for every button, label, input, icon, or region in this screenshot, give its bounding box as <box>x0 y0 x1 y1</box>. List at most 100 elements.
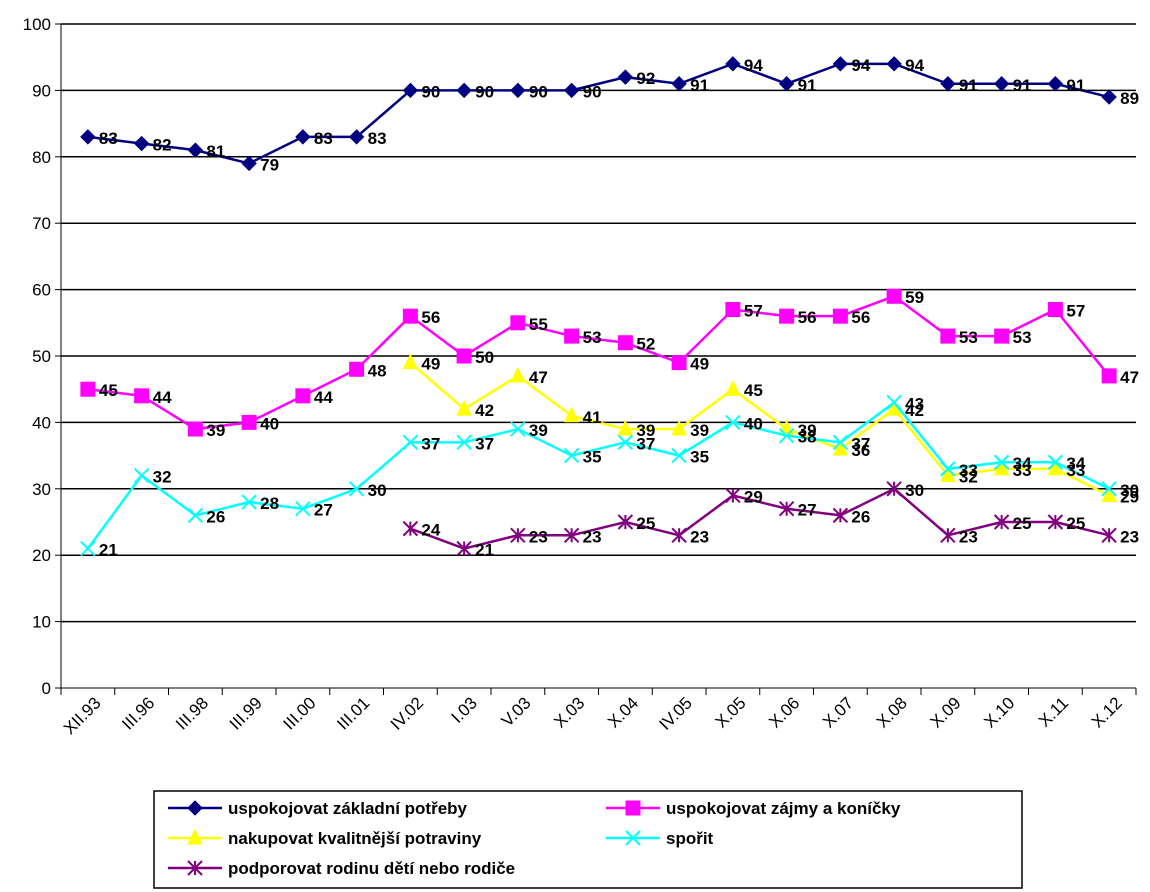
x-tick-label: X.08 <box>873 693 911 731</box>
y-tick-label: 20 <box>32 546 51 565</box>
x-tick-label: I.03 <box>447 693 480 726</box>
data-label: 25 <box>636 514 655 533</box>
x-marker <box>1047 454 1064 470</box>
star-marker <box>725 487 741 504</box>
square-marker <box>349 361 365 377</box>
data-label: 35 <box>583 448 602 467</box>
data-label: 56 <box>798 308 817 327</box>
square-marker <box>671 355 687 371</box>
data-label: 35 <box>690 448 709 467</box>
square-marker <box>187 421 203 437</box>
series-line <box>87 294 1111 431</box>
x-tick-label: IV.02 <box>387 693 427 733</box>
y-tick-label: 40 <box>32 413 51 432</box>
x-marker <box>133 467 150 484</box>
x-tick-label: IV.05 <box>656 693 696 733</box>
diamond-marker <box>617 69 634 85</box>
x-tick-label: III.98 <box>172 693 212 733</box>
data-label: 32 <box>959 468 978 487</box>
data-label: 40 <box>260 414 279 433</box>
series-4 <box>80 394 1117 557</box>
legend-item: nakupovat kvalitnější potraviny <box>168 828 482 848</box>
x-tick-label: III.01 <box>333 693 373 733</box>
triangle-marker <box>671 419 687 436</box>
x-marker <box>563 447 580 464</box>
data-label: 90 <box>475 82 494 101</box>
square-marker <box>725 302 741 318</box>
star-marker <box>940 527 956 543</box>
x-marker <box>725 414 741 431</box>
diamond-marker <box>1047 76 1064 92</box>
y-tick-label: 100 <box>23 15 51 34</box>
data-label: 91 <box>959 76 978 95</box>
data-label: 24 <box>421 521 440 540</box>
x-marker <box>187 507 204 524</box>
star-marker <box>402 520 419 537</box>
data-label: 59 <box>905 288 924 307</box>
x-marker <box>1101 481 1117 497</box>
diamond-marker <box>133 135 150 152</box>
legend-label: podporovat rodinu dětí nebo rodiče <box>228 859 515 878</box>
square-marker <box>779 308 795 324</box>
data-label: 37 <box>475 434 494 453</box>
data-label: 39 <box>636 421 655 440</box>
series-line <box>409 487 1110 550</box>
data-label: 27 <box>798 501 817 520</box>
data-label: 36 <box>851 441 870 460</box>
square-marker <box>617 335 633 351</box>
data-label: 56 <box>421 308 440 327</box>
data-label: 39 <box>529 421 548 440</box>
data-labels: 83 82 81 79 83 83 90 90 90 90 92 91 94 91 94 94 91 91 91 89… <box>99 56 1139 560</box>
legend-label: uspokojovat zájmy a koníčky <box>666 799 901 818</box>
legend: uspokojovat základní potřeby uspokojovat … <box>153 790 1023 889</box>
data-label: 29 <box>1120 487 1139 506</box>
legend-item: uspokojovat základní potřeby <box>168 799 468 818</box>
diamond-marker <box>1101 89 1117 105</box>
x-tick-label: III.96 <box>118 693 158 733</box>
star-marker <box>778 501 795 517</box>
data-label: 23 <box>690 527 709 546</box>
data-label: 37 <box>636 434 655 453</box>
data-label: 34 <box>1066 454 1085 473</box>
x-tick-label: III.99 <box>226 693 266 733</box>
diamond-marker <box>187 142 204 158</box>
x-marker <box>886 394 902 411</box>
y-tick-label: 50 <box>32 347 51 366</box>
triangle-marker <box>563 406 580 423</box>
triangle-marker <box>1047 459 1064 476</box>
triangle-marker <box>617 419 634 436</box>
data-label: 47 <box>1120 368 1139 387</box>
series-5 <box>402 481 1117 557</box>
x-tick-label: X.07 <box>819 693 857 731</box>
square-marker <box>1101 368 1117 384</box>
square-marker <box>832 308 848 324</box>
diamond-marker <box>832 56 849 72</box>
star-marker <box>832 507 849 524</box>
square-marker <box>564 328 580 344</box>
data-label: 25 <box>1013 514 1032 533</box>
data-label: 53 <box>1013 328 1032 347</box>
data-label: 94 <box>851 56 870 75</box>
data-label: 28 <box>260 494 279 513</box>
x-marker <box>671 447 687 464</box>
star-marker <box>1047 514 1064 530</box>
star-marker <box>886 481 902 497</box>
data-label: 91 <box>1066 76 1085 95</box>
data-label: 53 <box>583 328 602 347</box>
data-label: 94 <box>905 56 924 75</box>
data-label: 42 <box>475 401 494 420</box>
square-marker <box>1047 302 1063 318</box>
diamond-marker <box>993 76 1010 92</box>
data-label: 43 <box>905 394 924 413</box>
y-tick-label: 80 <box>32 148 51 167</box>
data-label: 90 <box>583 82 602 101</box>
y-tick-label: 90 <box>32 81 51 100</box>
diamond-marker <box>456 82 472 99</box>
diamond-marker <box>671 76 687 92</box>
data-label: 91 <box>690 76 709 95</box>
triangle-marker <box>725 380 741 396</box>
x-marker <box>295 501 311 517</box>
data-label: 47 <box>529 368 548 387</box>
x-marker <box>940 461 956 477</box>
